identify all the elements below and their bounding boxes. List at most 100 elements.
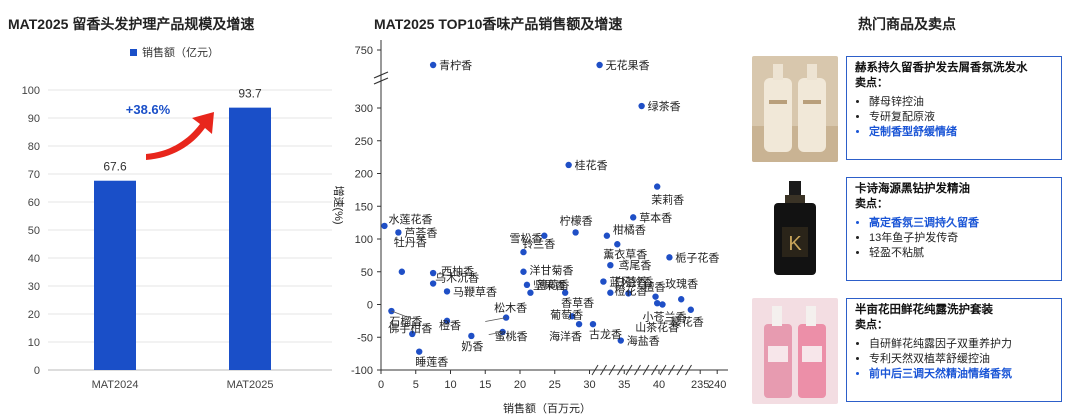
y-tick-label: 300	[355, 103, 373, 115]
x-axis-break	[651, 364, 658, 376]
x-tick-label: 5	[413, 379, 419, 391]
bar-y-tick-label: 60	[28, 197, 40, 209]
scatter-point-鸢尾香	[607, 262, 614, 269]
scatter-point-label: 蓝风铃香	[609, 275, 653, 289]
x-axis-break	[642, 364, 650, 376]
product-image-1	[752, 56, 838, 162]
bar-MAT2025	[229, 107, 271, 370]
scatter-point-label: 柠檬香	[560, 213, 593, 227]
x-tick-label: 240	[708, 379, 726, 391]
scatter-point-label: 青柠香	[439, 58, 472, 72]
scatter-point-label: 海洋香	[549, 329, 582, 343]
y-axis-label: 增速(%)	[332, 185, 346, 224]
y-tick-label: 150	[355, 201, 373, 213]
scatter-point-樱花香	[687, 306, 694, 313]
scatter-point-芦荟香	[395, 229, 402, 236]
scatter-point-label: 茉莉香	[651, 193, 684, 207]
scatter-point-label: 水莲花香	[388, 213, 432, 226]
y-tick-label: 750	[355, 45, 373, 57]
scatter-point-栀子花香	[666, 254, 673, 261]
product-info-3: 半亩花田鲜花纯露洗护套装 卖点： 自研鲜花纯露因子双重养护力 专利天然双植萃舒缓…	[846, 298, 1062, 402]
scatter-point-label: 小苍兰香	[642, 311, 686, 324]
scatter-point-海盐香	[617, 337, 624, 344]
scatter-point-label: 栀子花香	[675, 250, 719, 264]
x-tick-label: 35	[618, 379, 630, 391]
scatter-point-桂花香	[565, 161, 572, 169]
product-name-2: 卡诗海源黑钻护发精油	[855, 183, 970, 195]
scatter-point-柠檬香	[572, 229, 579, 236]
x-axis-break	[668, 364, 675, 376]
y-axis-break	[373, 71, 389, 85]
scatter-point-洋甘菊香	[520, 268, 527, 275]
scatter-point-label: 鸢尾香	[618, 258, 651, 272]
selling-point: 自研鲜花纯露因子双重养护力	[869, 337, 1053, 352]
scatter-point-label: 古龙香	[589, 328, 622, 341]
x-tick-label: 20	[514, 379, 526, 391]
scatter-point-雪松香	[520, 248, 527, 256]
scatter-point-label: 橙花香	[614, 284, 647, 298]
scatter-point-海洋香	[575, 320, 583, 328]
x-tick-label: 235	[691, 379, 709, 391]
scatter-point-香草香	[561, 289, 569, 296]
scatter-point-铃兰香	[541, 232, 548, 239]
x-tick-label: 25	[549, 379, 561, 391]
y-tick-label: -50	[357, 332, 373, 344]
selling-point: 13年鱼子护发传奇	[869, 231, 1053, 246]
product-card-3: 半亩花田鲜花纯露洗护套装 卖点： 自研鲜花纯露因子双重养护力 专利天然双植萃舒缓…	[752, 298, 1064, 404]
selling-point: 轻盈不粘腻	[869, 246, 1053, 261]
y-tick-label: 50	[361, 267, 373, 279]
scatter-point-label: 檀香	[644, 280, 666, 294]
scatter-point-橙花香	[607, 289, 614, 296]
scatter-point-小苍兰香	[659, 301, 666, 308]
scatter-point-绿茶香	[638, 102, 645, 110]
product-info-1: 赫系持久留香护发去屑香氛洗发水 卖点： 酵母锌控油 专研复配原液 定制香型舒缓情…	[846, 56, 1062, 160]
scatter-point-label: 薄荷香	[536, 278, 569, 292]
bar-y-tick-label: 100	[22, 85, 40, 97]
scatter-point-label: 牡丹香	[394, 235, 427, 249]
x-tick-label: 10	[444, 379, 456, 391]
x-axis-break	[676, 364, 684, 376]
scatter-point-檀香	[652, 293, 659, 300]
scatter-point-睡莲香	[416, 348, 423, 355]
leader-line	[488, 331, 503, 336]
scatter-point-label: 马鞭草香	[453, 284, 497, 298]
scatter-point-label: 葡萄香	[550, 308, 583, 321]
scatter-point-label: 绿茶香	[648, 99, 681, 113]
scatter-point-label: 玫瑰香	[665, 276, 698, 290]
selling-points-label-3: 卖点：	[855, 319, 888, 331]
scatter-point-label: 薰衣草香	[603, 247, 647, 261]
brand-mark: K	[788, 233, 802, 255]
product-name-1: 赫系持久留香护发去屑香氛洗发水	[855, 62, 1028, 74]
product-image-3	[752, 298, 838, 404]
leader-line	[485, 317, 507, 322]
selling-point: 专研复配原液	[869, 110, 1053, 125]
scatter-point-label: 海盐香	[627, 334, 660, 348]
scatter-point-山茶花香	[654, 299, 661, 307]
growth-label: +38.6%	[126, 102, 171, 117]
bar-x-tick-label: MAT2024	[92, 379, 139, 391]
selling-point-highlight: 定制香型舒缓情绪	[869, 125, 1053, 140]
selling-points-list-1: 酵母锌控油 专研复配原液 定制香型舒缓情绪	[855, 95, 1053, 140]
right-panel-title: 热门商品及卖点	[858, 16, 956, 32]
product-info-2: 卡诗海源黑钻护发精油 卖点： 高定香氛三调持久留香 13年鱼子护发传奇 轻盈不粘…	[846, 177, 1062, 281]
bar-y-tick-label: 80	[28, 141, 40, 153]
scatter-point-label: 雪松香	[509, 231, 542, 245]
scatter-point-玫瑰香	[678, 296, 685, 303]
scatter-point-label: 樱花香	[671, 316, 704, 329]
scatter-point-label: 山茶花香	[635, 321, 679, 334]
selling-points-label-2: 卖点：	[855, 198, 888, 210]
scatter-point-label: 坚果香	[533, 279, 566, 292]
bar-y-tick-label: 20	[28, 309, 40, 321]
bar-y-tick-label: 90	[28, 113, 40, 125]
scatter-point-柑橘香	[603, 232, 611, 239]
scatter-point-乌木沉香	[429, 280, 437, 287]
scatter-point-西柚香	[429, 269, 437, 277]
scatter-point-label: 乌木沉香	[435, 271, 479, 285]
product-image-2: K	[752, 177, 838, 283]
scatter-point-label: 西柚香	[441, 264, 474, 278]
scatter-point-佛手柑香	[409, 330, 416, 338]
bar-y-tick-label: 40	[28, 253, 40, 265]
scatter-point-label: 奶香	[461, 339, 483, 353]
bar-y-tick-label: 50	[28, 225, 40, 237]
